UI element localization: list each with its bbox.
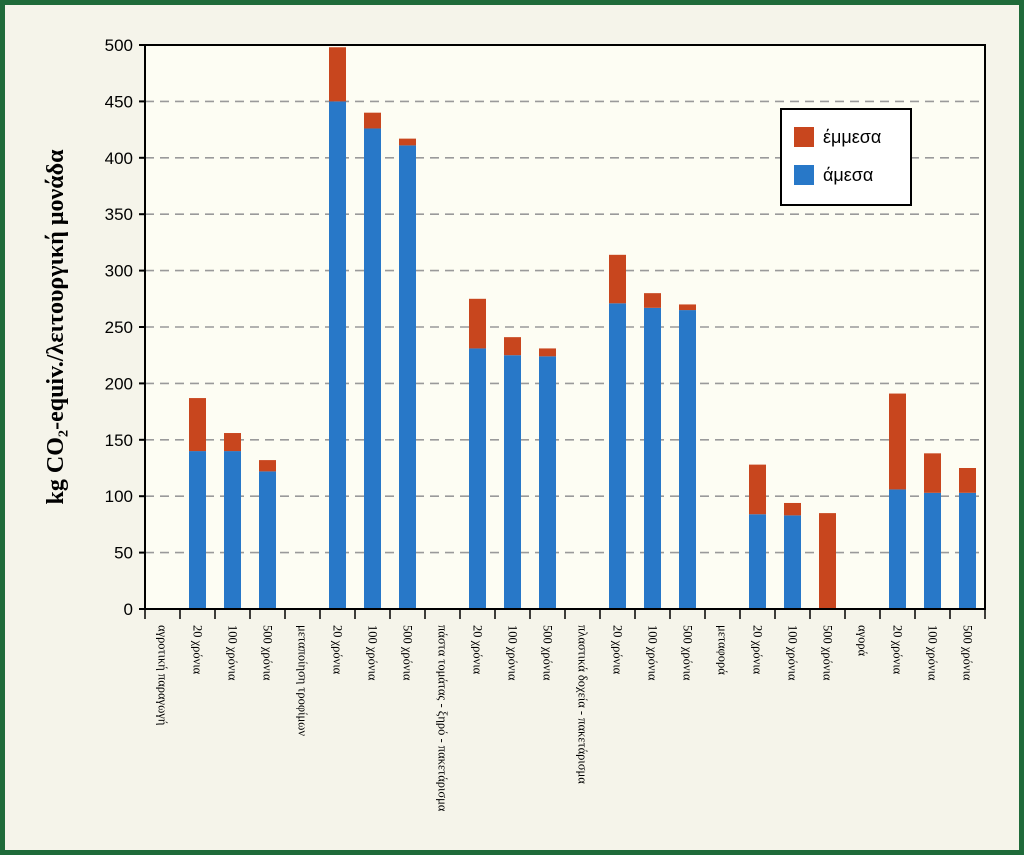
bar-direct <box>644 307 661 609</box>
legend: έμμεσα άμεσα <box>780 108 912 206</box>
gridlines <box>145 100 985 554</box>
legend-label: έμμεσα <box>823 127 881 147</box>
legend-box <box>780 108 912 206</box>
y-axis-label: kg CO₂-equiv./λειτουργική μονάδα <box>43 149 69 505</box>
bar-direct <box>224 451 241 609</box>
legend-label: άμεσα <box>823 165 873 185</box>
y-tick-label: 200 <box>105 374 133 393</box>
x-category-label: 100 χρόνια <box>226 625 240 681</box>
bar-indirect <box>679 304 696 311</box>
y-tick-labels: 0 50 100 150 200 250 300 350 400 450 500 <box>105 36 133 619</box>
bar-direct <box>329 101 346 610</box>
bar-indirect <box>749 464 766 515</box>
x-category-label: 20 χρόνια <box>331 625 345 675</box>
bar-direct <box>189 451 206 609</box>
x-category-label: 20 χρόνια <box>471 625 485 675</box>
x-category-label: πάστα τομάτας - ξηρό - πακετάρισμα <box>436 625 450 812</box>
x-category-label: 500 χρόνια <box>541 625 555 681</box>
x-category-label: 500 χρόνια <box>681 625 695 681</box>
bar-direct <box>749 514 766 609</box>
x-category-label: αγροτική παραγωγή <box>156 625 170 725</box>
bar-indirect <box>609 254 626 304</box>
y-tick-label: 350 <box>105 205 133 224</box>
y-tick-label: 250 <box>105 318 133 337</box>
x-category-label: 500 χρόνια <box>961 625 975 681</box>
legend-swatch <box>794 127 814 147</box>
x-category-label: πλαστικά δοχεία - πακετάρισμα <box>576 625 590 784</box>
bar-direct <box>504 355 521 609</box>
y-tick-label: 300 <box>105 262 133 281</box>
bar-indirect <box>399 138 416 146</box>
bar-direct <box>259 471 276 609</box>
bar-indirect <box>784 502 801 516</box>
bar-indirect <box>259 460 276 472</box>
bar-indirect <box>819 513 836 609</box>
y-tick-label: 400 <box>105 149 133 168</box>
x-category-label: 100 χρόνια <box>366 625 380 681</box>
y-tick-label: 150 <box>105 431 133 450</box>
bar-direct <box>889 489 906 609</box>
x-category-label: 500 χρόνια <box>401 625 415 681</box>
x-category-label: 100 χρόνια <box>926 625 940 681</box>
bar-direct <box>399 145 416 609</box>
y-tick-label: 50 <box>114 544 133 563</box>
x-category-label: 100 χρόνια <box>506 625 520 681</box>
x-category-label: 20 χρόνια <box>611 625 625 675</box>
y-tick-label: 450 <box>105 92 133 111</box>
bar-indirect <box>189 398 206 452</box>
y-tick-label: 0 <box>124 600 133 619</box>
bar-indirect <box>329 47 346 102</box>
x-category-label: 20 χρόνια <box>751 625 765 675</box>
bar-chart: 0 50 100 150 200 250 300 350 400 450 500 αγροτική … <box>43 36 986 812</box>
bar-direct <box>539 356 556 609</box>
x-category-label: 500 χρόνια <box>261 625 275 681</box>
bar-direct <box>679 310 696 609</box>
axes <box>139 44 986 619</box>
bar-direct <box>924 492 941 609</box>
x-category-label: 20 χρόνια <box>191 625 205 675</box>
bar-indirect <box>469 298 486 349</box>
y-tick-label: 100 <box>105 487 133 506</box>
bar-indirect <box>644 293 661 308</box>
bar-indirect <box>364 112 381 129</box>
y-tick-label: 500 <box>105 36 133 55</box>
x-category-label: 500 χρόνια <box>821 625 835 681</box>
x-category-label: μεταποίηση τροφίμων <box>296 625 310 736</box>
bar-indirect <box>959 468 976 493</box>
bars <box>189 47 976 610</box>
bar-direct <box>784 515 801 609</box>
x-category-label: 20 χρόνια <box>891 625 905 675</box>
bar-direct <box>469 348 486 609</box>
x-tick-labels: αγροτική παραγωγή 20 χρόνια 100 χρόνια 500 … <box>156 625 975 812</box>
x-category-label: μεταφορά <box>716 625 730 675</box>
bar-direct <box>959 492 976 609</box>
legend-swatch <box>794 165 814 185</box>
bar-indirect <box>539 348 556 357</box>
bar-indirect <box>504 337 521 356</box>
bar-indirect <box>224 433 241 452</box>
x-category-label: 100 χρόνια <box>646 625 660 681</box>
bar-indirect <box>924 453 941 493</box>
bar-direct <box>609 303 626 609</box>
bar-indirect <box>889 393 906 490</box>
bar-direct <box>364 128 381 610</box>
x-category-label: αγορά <box>856 625 870 657</box>
x-category-label: 100 χρόνια <box>786 625 800 681</box>
